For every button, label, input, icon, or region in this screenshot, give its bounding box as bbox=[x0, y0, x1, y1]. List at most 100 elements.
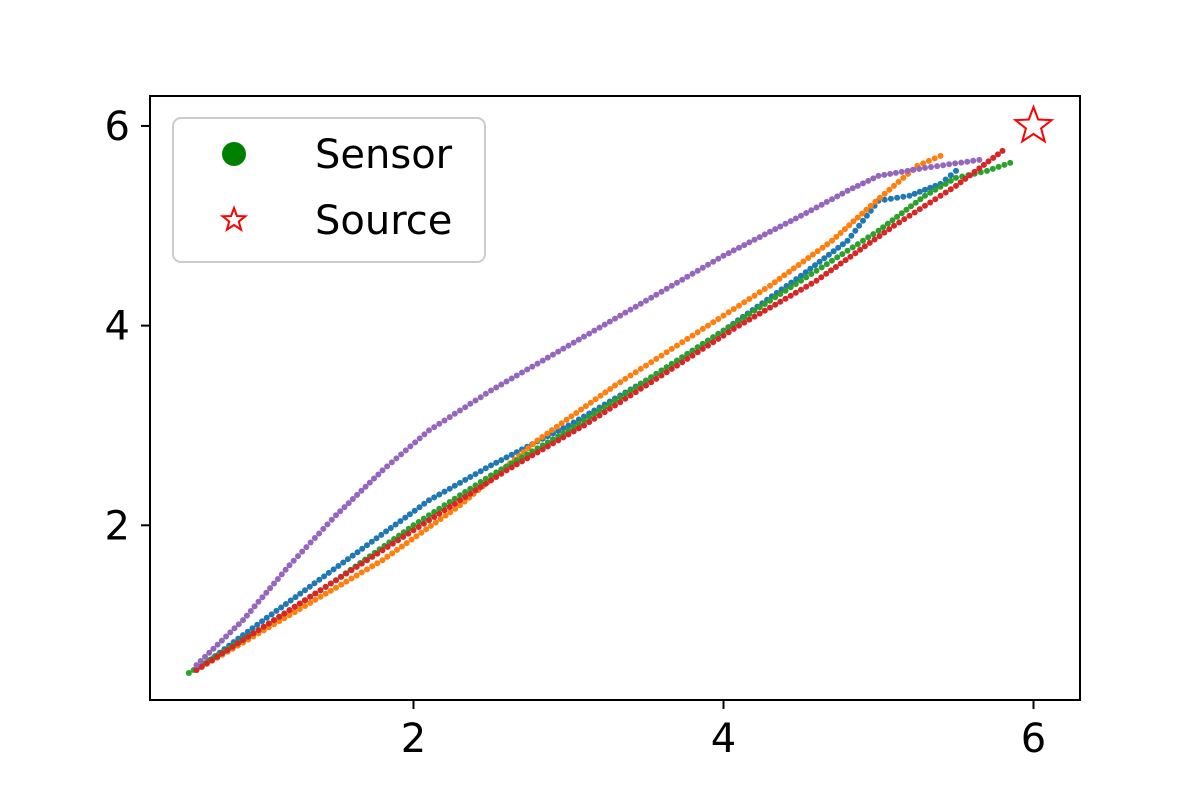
trajectory-point bbox=[387, 525, 394, 531]
trajectory-point bbox=[876, 233, 883, 240]
trajectory-point bbox=[324, 521, 331, 528]
legend-source-label: Source bbox=[315, 198, 452, 244]
trajectory-point bbox=[771, 279, 778, 286]
trajectory-point bbox=[870, 175, 877, 182]
trajectory-point bbox=[852, 250, 859, 257]
trajectory-point bbox=[575, 420, 582, 427]
trajectory-point bbox=[209, 657, 215, 664]
trajectory-point bbox=[302, 603, 308, 609]
trajectory-point bbox=[353, 572, 360, 579]
trajectory-point bbox=[263, 614, 270, 621]
trajectory-point bbox=[823, 261, 830, 268]
trajectory-point bbox=[565, 422, 572, 429]
trajectory-point bbox=[581, 417, 587, 424]
trajectory-point bbox=[937, 183, 944, 190]
trajectory-point bbox=[503, 467, 510, 474]
trajectory-point bbox=[462, 404, 469, 411]
trajectory-point bbox=[369, 553, 376, 560]
trajectory-point bbox=[725, 250, 732, 257]
trajectory-point bbox=[392, 521, 399, 528]
trajectory-point bbox=[441, 488, 448, 495]
trajectory-point bbox=[756, 310, 763, 317]
trajectory-point bbox=[250, 630, 257, 637]
trajectory-point bbox=[658, 367, 665, 374]
trajectory-point bbox=[224, 647, 231, 654]
trajectory-point bbox=[891, 182, 897, 189]
trajectory-point bbox=[563, 416, 570, 423]
trajectory-point bbox=[418, 529, 425, 536]
trajectory-point bbox=[617, 312, 624, 319]
trajectory-point bbox=[715, 335, 722, 342]
trajectory-point bbox=[940, 162, 947, 169]
trajectory-point bbox=[674, 279, 680, 286]
trajectory-point bbox=[786, 268, 793, 275]
trajectory-point bbox=[185, 670, 192, 676]
y-tick-label: 6 bbox=[105, 104, 130, 150]
trajectory-point bbox=[330, 566, 337, 573]
trajectory-point bbox=[202, 653, 208, 660]
trajectory-point bbox=[895, 178, 902, 185]
trajectory-point bbox=[746, 311, 753, 317]
trajectory-point bbox=[684, 273, 691, 280]
trajectory-point bbox=[889, 217, 896, 224]
trajectory-point bbox=[829, 257, 835, 264]
trajectory-point bbox=[312, 596, 319, 603]
trajectory-point bbox=[798, 212, 804, 219]
trajectory-point bbox=[942, 180, 949, 187]
trajectory-point bbox=[581, 333, 587, 340]
trajectory-point bbox=[333, 584, 339, 591]
trajectory-point bbox=[802, 269, 809, 276]
trajectory-point bbox=[402, 447, 409, 454]
trajectory-point bbox=[643, 382, 649, 389]
trajectory-point bbox=[307, 593, 314, 600]
trajectory-point bbox=[513, 461, 520, 468]
trajectory-point bbox=[325, 569, 332, 576]
trajectory-point bbox=[358, 560, 365, 567]
trajectory-point bbox=[898, 168, 905, 175]
trajectory-point bbox=[694, 267, 701, 274]
trajectory-point bbox=[214, 641, 221, 648]
trajectory-point bbox=[715, 316, 722, 322]
trajectory-point bbox=[947, 177, 954, 184]
trajectory-point bbox=[689, 270, 696, 277]
trajectory-point bbox=[421, 500, 428, 507]
trajectory-point bbox=[776, 275, 783, 282]
trajectory-point bbox=[877, 194, 883, 201]
trajectory-point bbox=[612, 382, 618, 389]
trajectory-point bbox=[451, 500, 458, 507]
trajectory-point bbox=[694, 344, 701, 351]
trajectory-point bbox=[291, 609, 298, 616]
trajectory-point bbox=[553, 423, 560, 430]
trajectory-point bbox=[582, 403, 589, 410]
trajectory-point bbox=[937, 192, 944, 199]
trajectory-point bbox=[349, 496, 356, 502]
trajectory-point bbox=[884, 220, 891, 227]
x-tick-label: 2 bbox=[401, 716, 426, 762]
trajectory-point bbox=[457, 492, 463, 499]
trajectory-point bbox=[416, 435, 423, 442]
trajectory-point bbox=[539, 446, 546, 453]
trajectory-point bbox=[861, 243, 868, 250]
trajectory-point bbox=[787, 292, 794, 299]
trajectory-point bbox=[412, 439, 419, 446]
trajectory-point bbox=[539, 434, 546, 440]
trajectory-point bbox=[234, 640, 241, 647]
trajectory-point bbox=[333, 577, 339, 584]
trajectory-point bbox=[281, 610, 288, 617]
trajectory-point bbox=[736, 322, 742, 329]
trajectory-point bbox=[927, 184, 934, 191]
trajectory-point bbox=[952, 160, 959, 167]
trajectory-point bbox=[245, 633, 252, 640]
trajectory-point bbox=[482, 480, 489, 487]
trajectory-point bbox=[627, 306, 634, 313]
trajectory-point bbox=[643, 362, 649, 369]
trajectory-point bbox=[302, 597, 308, 604]
trajectory-point bbox=[312, 590, 319, 597]
trajectory-point bbox=[908, 203, 914, 210]
trajectory-point bbox=[720, 332, 727, 339]
trajectory-point bbox=[793, 276, 800, 283]
trajectory-point bbox=[240, 617, 246, 624]
trajectory-point bbox=[834, 193, 841, 200]
trajectory-point bbox=[282, 601, 289, 607]
trajectory-point bbox=[828, 267, 834, 274]
